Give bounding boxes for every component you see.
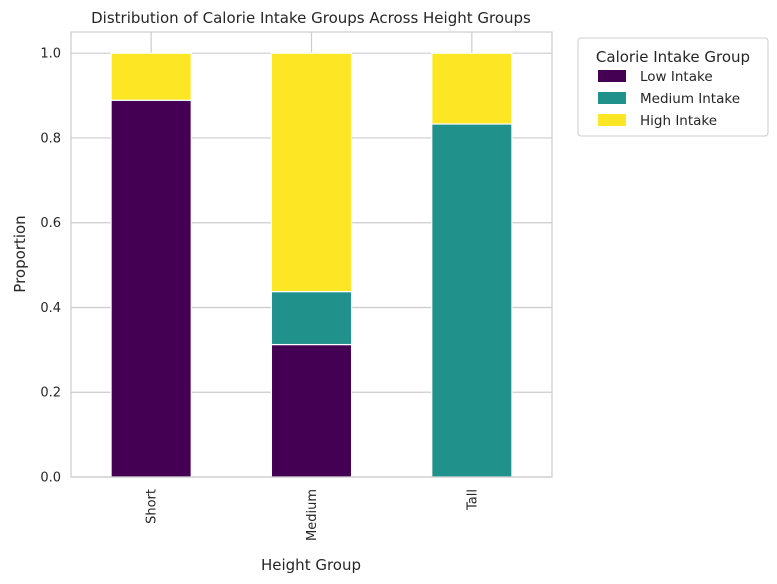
x-tick-label: Medium <box>305 489 320 541</box>
y-axis-label: Proportion <box>11 215 29 292</box>
bar-segment <box>270 52 353 293</box>
chart-title: Distribution of Calorie Intake Groups Ac… <box>91 9 531 27</box>
legend-swatch <box>598 70 626 82</box>
y-tick-label: 0.4 <box>40 301 61 316</box>
legend-label: High Intake <box>640 113 717 129</box>
y-tick-label: 0.8 <box>40 131 61 146</box>
x-tick-label: Tall <box>465 489 480 511</box>
legend-label: Low Intake <box>640 69 713 85</box>
x-tick-labels: Short Medium Tall <box>145 489 481 541</box>
plot-area-frame <box>70 31 553 478</box>
y-tick-label: 1.0 <box>40 47 61 62</box>
legend-swatch <box>598 114 626 126</box>
bar-segment <box>270 290 353 346</box>
legend-title: Calorie Intake Group <box>596 48 750 66</box>
y-tick-label: 0.0 <box>40 471 61 486</box>
y-tick-label: 0.2 <box>40 386 61 401</box>
bar-segment <box>431 52 513 125</box>
legend-items: Low Intake Medium Intake High Intake <box>598 69 740 129</box>
legend: Calorie Intake Group Low Intake Medium In… <box>577 37 769 137</box>
y-tick-label: 0.6 <box>40 216 61 231</box>
legend-label: Medium Intake <box>640 91 740 107</box>
bar-segment <box>110 52 192 101</box>
x-tick-label: Short <box>145 489 160 524</box>
bar-segment <box>270 343 353 478</box>
y-tick-labels: 0.0 0.2 0.4 0.6 0.8 1.0 <box>40 47 61 486</box>
bar-segment <box>110 99 192 478</box>
legend-frame <box>577 37 769 137</box>
legend-swatch <box>598 92 626 104</box>
bar-segment <box>431 123 513 478</box>
x-axis-label: Height Group <box>261 556 361 574</box>
bars <box>110 52 513 478</box>
